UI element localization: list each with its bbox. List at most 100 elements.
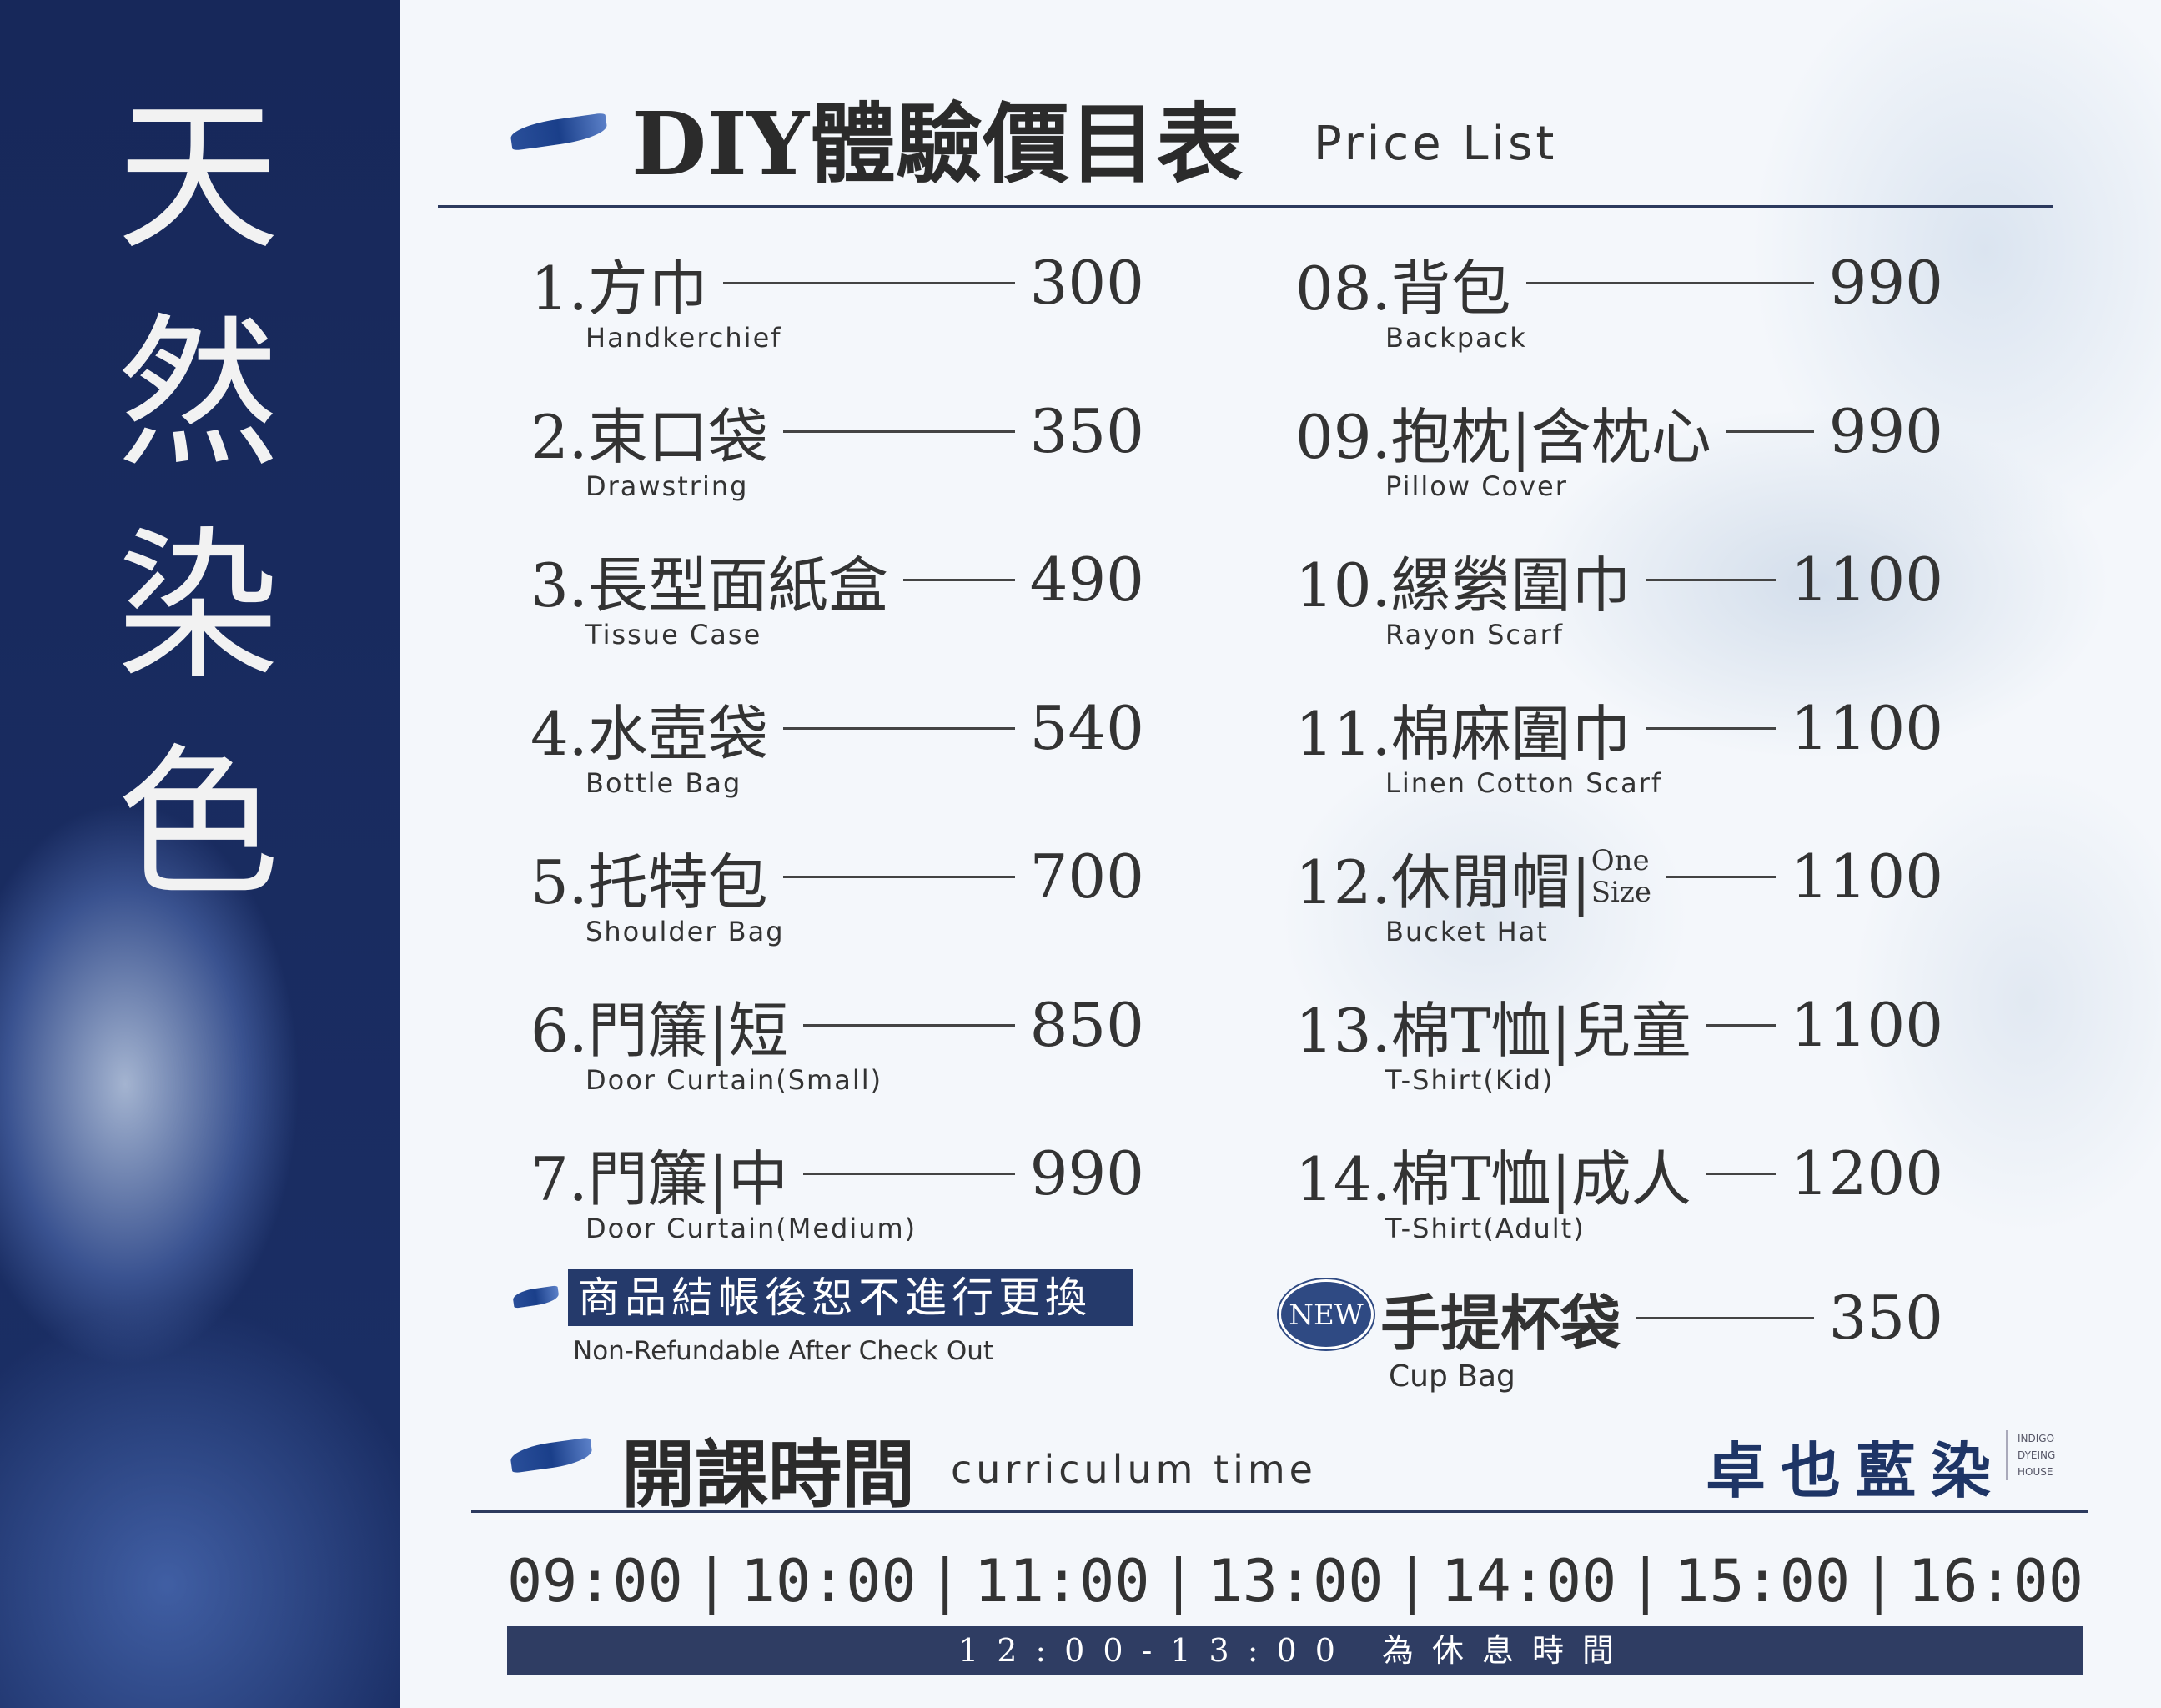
leader-line [722,281,1015,284]
price-row: 2.束口袋 350 [530,394,1144,472]
item-en: T-Shirt(Kid) [1385,1064,1555,1096]
item-en: Bottle Bag [585,767,742,799]
leader-line [782,875,1015,878]
item-name: 7.門簾|中 [530,1143,788,1214]
notice-banner: 商品結帳後恕不進行更換 [568,1269,1133,1326]
notice-en: Non-Refundable After Check Out [573,1336,994,1366]
leader-line [902,578,1015,581]
size-note-1: One [1591,844,1650,877]
price-row: 09.抱枕|含枕心 990 [1295,394,1943,472]
item-en: Rayon Scarf [1385,619,1565,651]
time-slot: 15:00 [1674,1547,1851,1615]
leader-line [782,430,1015,433]
item-en: Shoulder Bag [585,916,785,947]
item-en: Drawstring [585,470,749,502]
time-slot: 13:00 [1207,1547,1384,1615]
break-time-bar: 12:00-13:00 為休息時間 [507,1626,2083,1675]
side-title-char: 天 [117,83,279,272]
item-price: 850 [1029,990,1144,1060]
item-name: 1.方巾 [530,253,708,324]
price-row: 1.方巾 300 [530,245,1144,324]
price-row: 5.托特包 700 [530,839,1144,917]
price-row-new: 手提杯袋 350 [1380,1280,1943,1359]
divider [438,205,2053,208]
leader-line [1726,430,1814,433]
leader-line [802,1023,1015,1027]
item-en: Handkerchief [585,322,782,354]
item-name: 2.束口袋 [530,401,768,472]
size-note-2: Size [1591,876,1651,909]
price-row: 3.長型面紙盒 490 [530,542,1144,620]
item-en: Linen Cotton Scarf [1385,767,1663,799]
item-price: 1100 [1790,693,1943,763]
separator: | [1160,1547,1197,1615]
leader-line [1646,726,1776,730]
time-slot: 10:00 [740,1547,917,1615]
item-name: 手提杯袋 [1380,1287,1621,1359]
price-row: 13.棉T恤|兒童 1100 [1295,987,1943,1066]
item-en: Bucket Hat [1385,916,1549,947]
item-name: 10.縲縈圍巾 [1295,550,1631,620]
item-price: 350 [1828,1283,1943,1353]
side-title-char: 然 [117,299,279,489]
leader-line [1706,1023,1776,1027]
time-slot: 16:00 [1907,1547,2083,1615]
item-price: 490 [1029,545,1144,615]
item-name: 11.棉麻圍巾 [1295,698,1631,769]
time-slot: 11:00 [973,1547,1150,1615]
item-price: 1100 [1790,990,1943,1060]
leader-line [802,1172,1015,1175]
indigo-side-panel: 天 然 染 色 [0,0,400,1708]
leader-line [1706,1172,1776,1175]
price-row: 14.棉T恤|成人 1200 [1295,1136,1943,1214]
price-row: 12.休閒帽| One Size 1100 [1295,839,1943,917]
item-price: 540 [1029,693,1144,763]
item-price: 300 [1029,248,1144,318]
brand-logo: 卓也藍染 [1706,1435,2007,1506]
schedule-title: 開課時間 [621,1431,916,1518]
item-name: 08.背包 [1295,253,1511,324]
leader-line [1636,1316,1814,1319]
leader-line [1525,281,1814,284]
item-en: Tissue Case [585,619,762,651]
item-price: 1200 [1790,1138,1943,1208]
item-en: Door Curtain(Small) [585,1064,883,1096]
price-row: 4.水壺袋 540 [530,691,1144,769]
schedule-subtitle: curriculum time [951,1447,1317,1492]
item-en: T-Shirt(Adult) [1385,1213,1586,1244]
new-badge: NEW [1279,1279,1374,1349]
item-en: Cup Bag [1389,1359,1515,1394]
leader-line [782,726,1015,730]
separator: | [1394,1547,1430,1615]
separator: | [927,1547,963,1615]
price-row: 6.門簾|短 850 [530,987,1144,1066]
time-slot: 09:00 [507,1547,683,1615]
item-price: 990 [1828,396,1943,466]
brand-logo-en: INDIGO DYEING HOUSE [2006,1430,2081,1480]
item-name: 3.長型面紙盒 [530,550,888,620]
side-title-char: 染 [117,512,279,701]
side-title-char: 色 [117,729,279,918]
item-en: Backpack [1385,322,1527,354]
item-price: 700 [1029,841,1144,912]
item-name: 4.水壺袋 [530,698,768,769]
item-name: 13.棉T恤|兒童 [1295,995,1691,1066]
item-price: 1100 [1790,545,1943,615]
price-row: 7.門簾|中 990 [530,1136,1144,1214]
leader-line [1646,578,1776,581]
time-slots: 09:00 | 10:00 | 11:00 | 13:00 | 14:00 | 15:00 | 16:0… [507,1547,2083,1615]
divider [471,1510,2088,1513]
item-name: 5.托特包 [530,846,768,917]
item-price: 990 [1828,248,1943,318]
tie-dye-background [400,0,2161,1708]
time-slot: 14:00 [1440,1547,1617,1615]
item-name: 12.休閒帽| [1295,846,1591,917]
item-name: 14.棉T恤|成人 [1295,1143,1691,1214]
item-price: 350 [1029,396,1144,466]
size-note: One Size [1591,845,1651,908]
price-row: 08.背包 990 [1295,245,1943,324]
price-row: 10.縲縈圍巾 1100 [1295,542,1943,620]
price-row: 11.棉麻圍巾 1100 [1295,691,1943,769]
item-en: Pillow Cover [1385,470,1568,502]
separator: | [1627,1547,1663,1615]
